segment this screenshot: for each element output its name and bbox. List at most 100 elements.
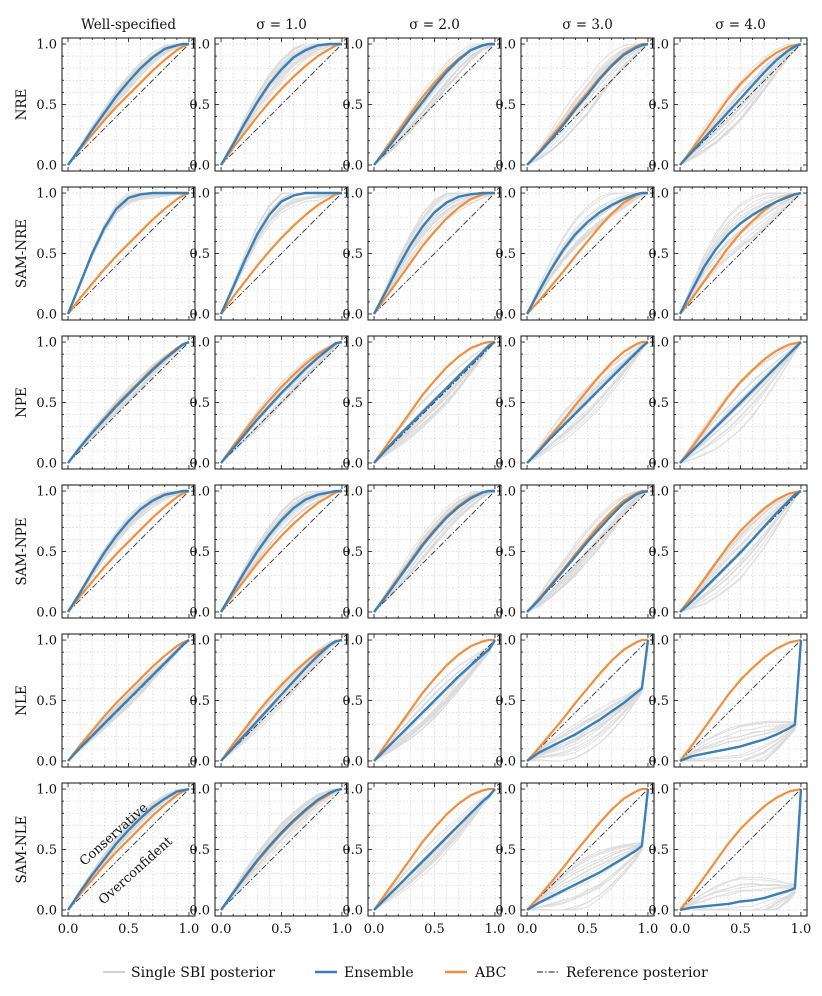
single-sbi-curve [373, 341, 496, 464]
y-tick-label: 1.0 [648, 783, 669, 798]
single-sbi-curve [679, 43, 802, 166]
x-tick-label: 1.0 [332, 922, 353, 937]
single-sbi-curve [526, 43, 648, 166]
panel-sam-nle-4-0: 0.0 0.5 1.0 0.0 0.5 1.0 [648, 782, 811, 937]
panel-nle-well-specified: 0.0 0.5 1.0 NLE [14, 633, 196, 769]
y-tick-label: 1.0 [648, 485, 669, 500]
row-label: SAM-NLE [14, 815, 30, 883]
abc-curve [679, 489, 802, 613]
single-sbi-curve [679, 341, 802, 464]
single-sbi-curve [526, 341, 649, 464]
reference-line [373, 341, 496, 464]
legend-label-single: Single SBI posterior [131, 965, 275, 981]
x-tick-label: 0.0 [364, 922, 385, 937]
y-tick-label: 0.0 [648, 605, 669, 620]
y-tick-label: 0.0 [495, 307, 516, 322]
panel-sam-npe-3-0: 0.0 0.5 1.0 [495, 484, 655, 620]
ensemble-curve [67, 639, 190, 762]
y-tick-label: 0.5 [36, 98, 57, 113]
ticks [521, 485, 654, 618]
abc-curve [526, 787, 648, 911]
plot-area [679, 638, 803, 763]
y-tick-label: 0.0 [36, 456, 57, 471]
ticks [521, 783, 654, 916]
plot-area [67, 638, 190, 762]
abc-curve [679, 638, 802, 762]
abc-curve [526, 638, 648, 762]
single-sbi-curve [526, 788, 649, 911]
y-tick-label: 0.5 [189, 98, 210, 113]
plot-area [219, 42, 343, 166]
y-tick-label: 0.0 [342, 456, 363, 471]
single-sbi-curve [526, 490, 649, 613]
y-tick-label: 0.5 [36, 843, 57, 858]
single-sbi-curve [526, 788, 649, 911]
panel-sam-nle-1-0: 0.0 0.5 1.0 0.0 0.5 1.0 [189, 782, 353, 937]
y-tick-label: 1.0 [342, 485, 363, 500]
y-tick-label: 0.5 [36, 396, 57, 411]
ensemble-curve [219, 42, 342, 166]
reference-line [373, 192, 496, 315]
y-tick-label: 1.0 [342, 38, 363, 53]
plot-area [67, 42, 190, 166]
ensemble-curve [679, 42, 802, 166]
abc-curve [679, 340, 802, 464]
single-sbi-curve [679, 639, 802, 762]
y-tick-label: 1.0 [36, 783, 57, 798]
ticks [368, 187, 501, 320]
panel-sam-nle-2-0: 0.0 0.5 1.0 0.0 0.5 1.0 [342, 782, 505, 937]
reference-line [526, 192, 649, 315]
x-tick-label: 0.0 [58, 922, 79, 937]
reference-line [220, 43, 343, 166]
ensemble-curve [526, 639, 650, 762]
ticks [521, 336, 654, 469]
y-tick-label: 1.0 [495, 485, 516, 500]
ticks [521, 634, 654, 767]
plot-area [66, 489, 190, 613]
single-sbi-curve [679, 341, 802, 464]
reference-line [220, 192, 343, 315]
x-tick-label: 1.0 [179, 922, 200, 937]
abc-curve [679, 787, 802, 911]
y-tick-label: 0.5 [342, 694, 363, 709]
single-sbi-curve [526, 43, 649, 166]
gridlines [521, 38, 654, 171]
single-sbi-curve [679, 192, 802, 315]
row-label: NRE [14, 89, 30, 121]
single-sbi-curve [679, 788, 802, 911]
row-label: NPE [14, 387, 30, 418]
gridlines [62, 38, 195, 171]
single-sbi-curve [526, 192, 649, 315]
y-tick-label: 0.5 [189, 694, 210, 709]
y-tick-label: 0.0 [648, 307, 669, 322]
legend-label-reference: Reference posterior [566, 965, 708, 981]
ticks [521, 187, 654, 320]
ensemble-curve [525, 191, 648, 315]
y-tick-label: 0.5 [342, 396, 363, 411]
x-tick-label: 0.0 [517, 922, 538, 937]
y-tick-label: 0.5 [648, 545, 669, 560]
single-sbi-curve [526, 639, 649, 762]
column-title: σ = 2.0 [409, 17, 460, 33]
reference-line [67, 43, 190, 166]
x-tick-label: 0.5 [118, 922, 139, 937]
ticks [62, 187, 195, 320]
single-sbi-curve [679, 639, 802, 762]
column-title: σ = 4.0 [715, 17, 766, 33]
single-sbi-curve [679, 788, 802, 911]
row-label: SAM-NPE [14, 517, 30, 585]
panel-sam-nre-well-specified: 0.0 0.5 1.0 SAM-NRE [14, 186, 196, 322]
reference-line [373, 43, 496, 166]
abc-curve [67, 489, 190, 613]
ticks [674, 485, 807, 618]
single-sbi-curve [373, 639, 496, 762]
reference-line [679, 639, 802, 762]
y-tick-label: 1.0 [189, 38, 210, 53]
y-tick-label: 0.5 [36, 247, 57, 262]
y-tick-label: 0.5 [495, 247, 516, 262]
y-tick-label: 0.5 [342, 545, 363, 560]
plot-area [373, 489, 496, 613]
single-sbi-curve [679, 788, 802, 911]
y-tick-label: 1.0 [36, 38, 57, 53]
